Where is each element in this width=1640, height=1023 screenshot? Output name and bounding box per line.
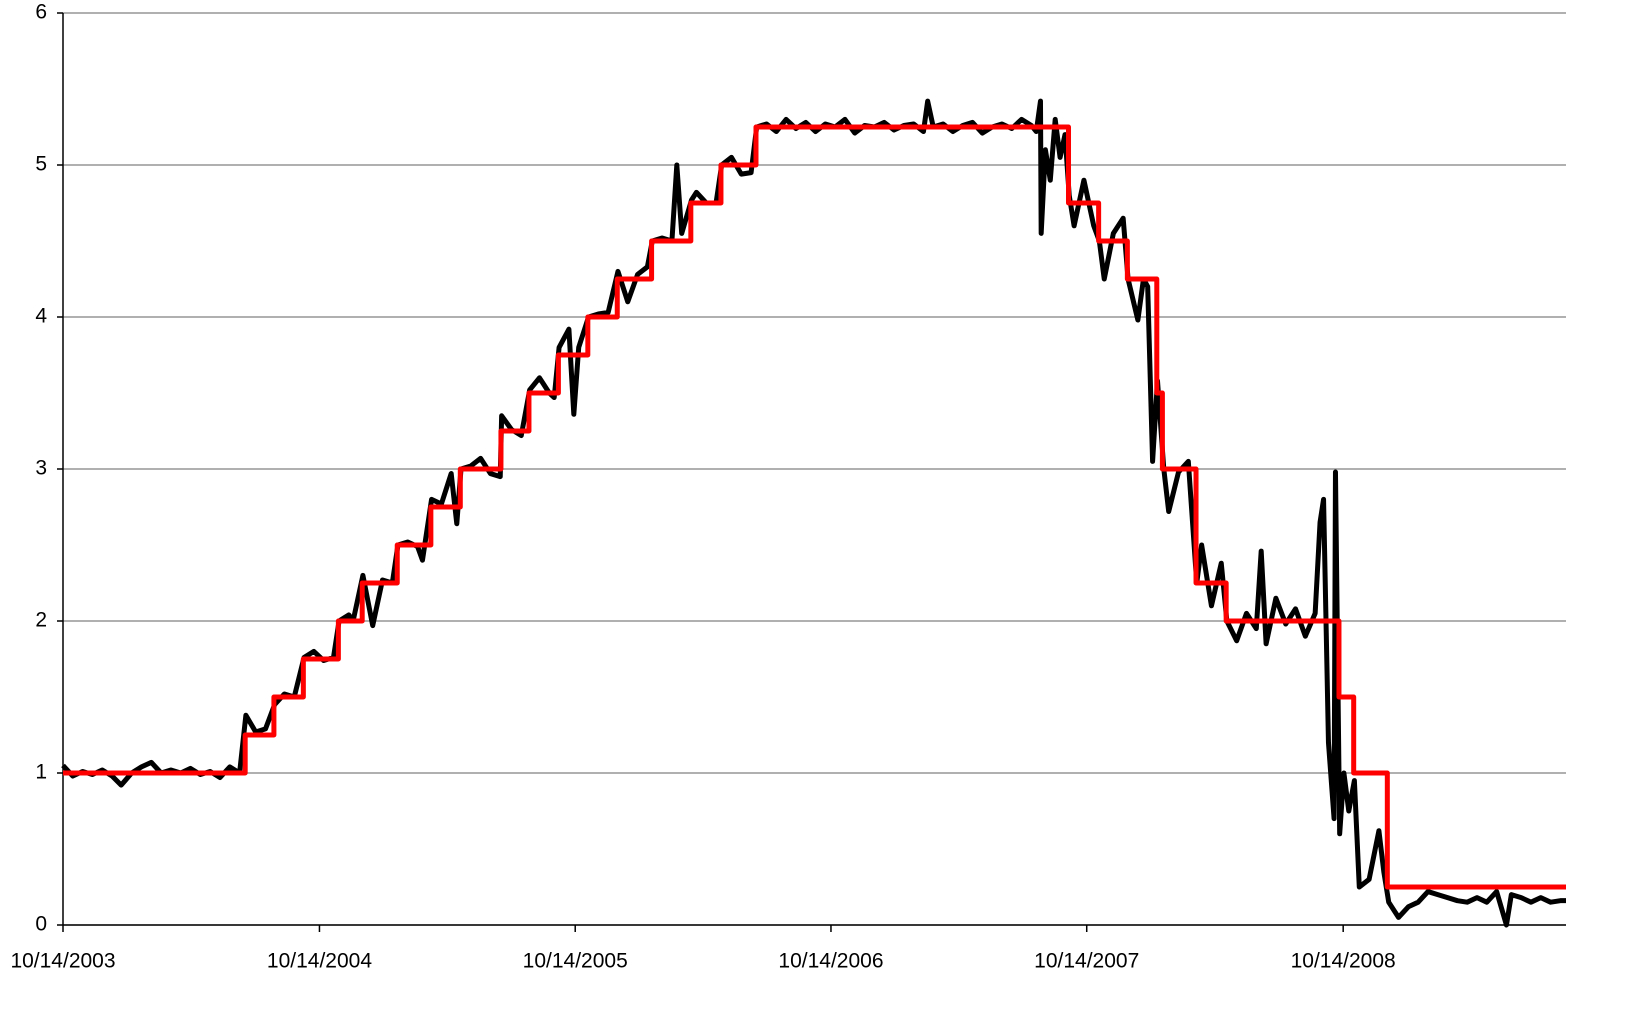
x-tick-label: 10/14/2008 [1291,950,1396,973]
x-tick-label: 10/14/2007 [1034,950,1139,973]
x-tick-label: 10/14/2006 [778,950,883,973]
x-tick-label: 10/14/2005 [523,950,628,973]
y-tick-label: 2 [35,609,47,632]
x-tick-label: 10/14/2003 [10,950,115,973]
x-tick-label: 10/14/2004 [267,950,372,973]
y-tick-label: 4 [35,305,47,328]
y-tick-label: 5 [35,153,47,176]
y-tick-label: 3 [35,457,47,480]
y-tick-label: 6 [35,1,47,24]
y-tick-label: 1 [35,761,47,784]
y-tick-label: 0 [35,913,47,936]
data-line [61,98,1566,928]
step-line [63,124,1566,890]
